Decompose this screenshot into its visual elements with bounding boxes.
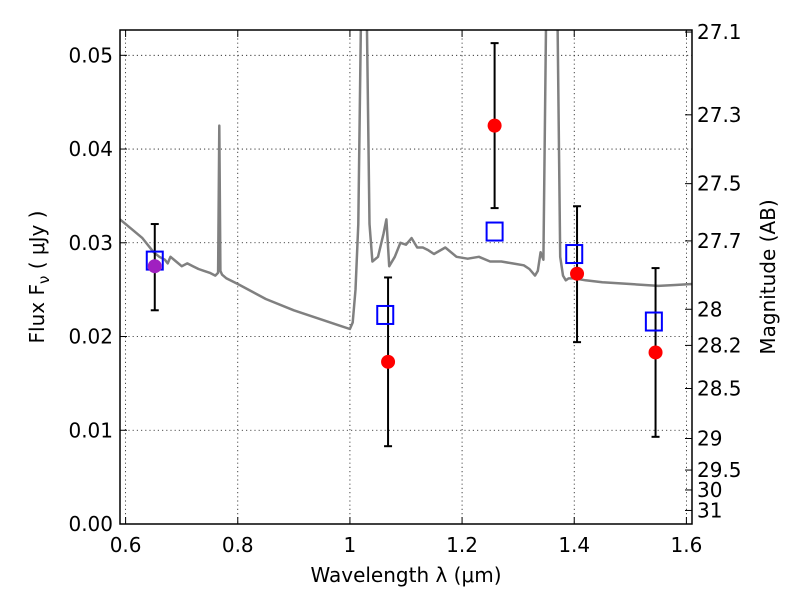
- plot-frame: [119, 29, 693, 525]
- y-axis: 0.00 0.01 0.02 0.03 0.04 0.05: [68, 43, 127, 536]
- right-tick-label: 27.5: [697, 172, 742, 196]
- y-tick-label: 0.03: [68, 231, 113, 255]
- observed-point: [381, 354, 396, 369]
- right-tick-label: 27.7: [697, 229, 742, 253]
- right-tick-label: 30: [697, 478, 722, 502]
- right-tick-label: 27.3: [697, 103, 742, 127]
- right-tick-label: 29: [697, 427, 722, 451]
- observed-point: [648, 345, 663, 360]
- x-axis: 0.6 0.8 1 1.2 1.4 1.6: [110, 30, 702, 557]
- x-tick-label: 1: [344, 533, 357, 557]
- model-photometry-square: [644, 311, 663, 332]
- right-tick-label: 28.2: [697, 333, 742, 357]
- plot-area: [120, 30, 692, 448]
- y-tick-label: 0.02: [68, 325, 113, 349]
- series-group: [120, 30, 692, 448]
- right-tick-label: 31: [697, 498, 722, 522]
- y-axis-label: Flux Fν ( μJy ): [25, 211, 53, 344]
- model-photometry-square: [485, 221, 504, 242]
- y-tick-label: 0.05: [68, 43, 113, 67]
- observed-point: [570, 266, 585, 281]
- x-tick-label: 0.6: [110, 533, 142, 557]
- x-tick-label: 1.4: [558, 533, 590, 557]
- x-tick-label: 1.2: [446, 533, 478, 557]
- right-tick-label: 27.1: [697, 20, 742, 44]
- right-tick-label: 29.5: [697, 458, 742, 482]
- right-tick-label: 28.5: [697, 377, 742, 401]
- x-tick-label: 0.8: [222, 533, 254, 557]
- x-tick-label: 1.6: [670, 533, 702, 557]
- x-axis-label: Wavelength λ (μm): [310, 563, 501, 587]
- model-photometry-square: [565, 244, 584, 265]
- model-photometry-square: [376, 304, 395, 325]
- observed-point: [487, 118, 502, 133]
- model-sed-line: [120, 30, 692, 331]
- observed-point: [147, 259, 162, 274]
- y-tick-label: 0.04: [68, 137, 113, 161]
- right-tick-label: 28: [697, 297, 722, 321]
- right-axis-label: Magnitude (AB): [756, 199, 780, 354]
- y-tick-label: 0.01: [68, 418, 113, 442]
- y-tick-label: 0.00: [68, 512, 113, 536]
- grid: [120, 30, 692, 524]
